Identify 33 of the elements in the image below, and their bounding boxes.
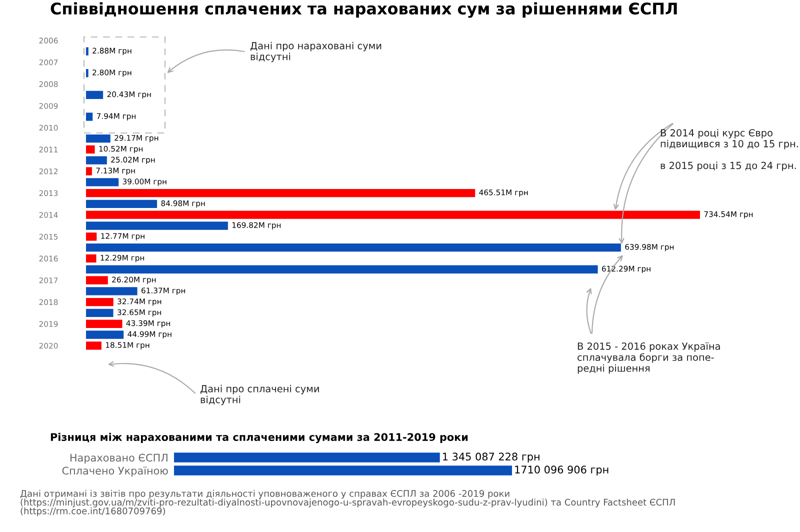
chart-title: Різниця між нарахованими та сплаченими сумами за 2011-2019 роки xyxy=(50,432,468,444)
bar xyxy=(86,210,700,219)
data-label: 1 345 087 228 грн xyxy=(443,452,540,463)
data-label: 1710 096 906 грн xyxy=(515,466,608,476)
bar xyxy=(86,222,228,230)
bar xyxy=(86,342,102,350)
bar xyxy=(86,90,104,100)
bar xyxy=(86,232,97,241)
bar xyxy=(86,200,158,208)
y-tick-label: Нараховано ЄСПЛ xyxy=(70,454,168,464)
bar xyxy=(86,330,124,339)
bar xyxy=(86,134,110,143)
bar xyxy=(86,254,96,263)
annotation: Дані про нараховані суми відсутні xyxy=(250,42,382,62)
text: Дані отримані із звітів про результати діяльності уповноваженого у справах ЄСПЛ за 2006 -2019 роки (https://minjust.gov.ua/m/zviti-pro-rezultati-diyalnosti-upovnovajenogo-u-spravah-evropeyskogo-sudu-z-prav-lyudini) та Country Factsheet ЄСПЛ (https://rm.coe.int/1680709769) xyxy=(20,490,675,516)
bar xyxy=(86,276,108,284)
bar xyxy=(86,178,119,186)
chart-title: Співвідношення сплачених та нарахованих сум за рішеннями ЄСПЛ xyxy=(50,2,677,18)
bar xyxy=(86,112,93,121)
bar xyxy=(86,298,114,306)
text: Дані про сплачені суми відсутні xyxy=(200,384,319,406)
bar xyxy=(86,167,92,176)
y-tick-label: Сплачено Україною xyxy=(62,466,168,477)
bar xyxy=(86,188,476,198)
bar xyxy=(86,320,122,328)
bar xyxy=(86,145,95,154)
bar xyxy=(86,287,138,296)
bar xyxy=(86,265,598,274)
bar xyxy=(86,308,114,318)
bar xyxy=(86,243,621,252)
text: В 2014 році курс Євро підвищився з 10 до 15 грн. в 2015 році з 15 до 24 грн. xyxy=(660,128,798,172)
bar xyxy=(86,156,107,164)
annotation: В 2015 - 2016 роках Україна сплачувала борги за попе- редні рішення xyxy=(578,342,720,374)
